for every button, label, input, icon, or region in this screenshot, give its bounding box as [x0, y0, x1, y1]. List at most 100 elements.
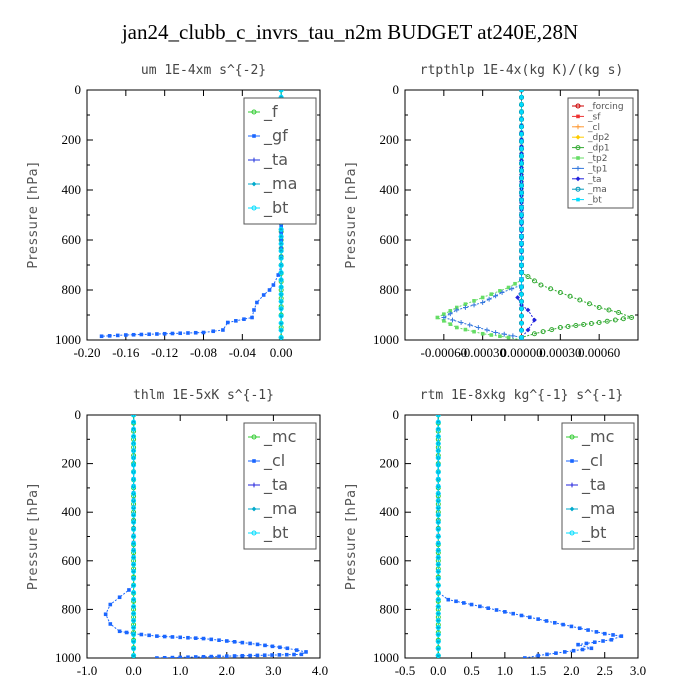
y-tick-label: 200: [62, 132, 82, 147]
data-point-tp1: [475, 325, 481, 330]
data-point-cl: [170, 655, 175, 658]
x-tick-label: 0.5: [463, 663, 479, 678]
legend-marker: [576, 197, 580, 202]
data-point-bt: [435, 519, 441, 525]
data-point-cl: [270, 644, 275, 649]
data-point-dp1: [557, 325, 563, 330]
data-point-bt: [435, 618, 441, 624]
data-point-cl: [292, 652, 296, 657]
data-point-tp2: [506, 285, 511, 290]
data-point-cl: [486, 606, 491, 610]
panel-title: rtm 1E-8xkg kg^{-1} s^{-1}: [420, 388, 624, 403]
data-point-bt: [278, 270, 284, 276]
data-point-tp2: [442, 319, 446, 323]
legend-label: _cl: [587, 123, 600, 133]
data-point-cl: [209, 637, 214, 642]
x-tick-label: -0.16: [112, 345, 140, 360]
figure-title: jan24_clubb_c_invrs_tau_n2m BUDGET at240…: [121, 20, 579, 44]
data-point-bt: [435, 433, 441, 439]
data-point-gf: [225, 320, 230, 325]
data-point-cl: [586, 628, 590, 632]
y-tick-label: 800: [380, 282, 400, 297]
data-point-cl: [609, 637, 614, 642]
x-tick-label: 2.0: [219, 663, 235, 678]
panel-title: rtpthlp 1E-4x(kg K)/(kg s): [420, 63, 624, 78]
data-point-tp2: [472, 299, 476, 303]
data-point-bt: [278, 327, 284, 333]
data-point-bt: [519, 183, 524, 188]
data-point-bt: [519, 270, 524, 275]
data-point-gf: [124, 333, 128, 337]
legend-marker: [576, 114, 580, 119]
data-point-tp2: [448, 322, 453, 326]
legend-label: _dp2: [587, 133, 610, 143]
data-point-tp2: [498, 334, 502, 339]
data-point-dp1: [540, 329, 546, 335]
data-point-tp1: [458, 320, 464, 325]
data-point-cl: [584, 641, 589, 646]
data-point-bt: [435, 604, 441, 610]
data-point-bt: [435, 611, 441, 617]
data-point-cl: [209, 654, 214, 658]
data-point-tp1: [454, 307, 460, 313]
legend-marker: [251, 530, 257, 536]
data-point-tp2: [472, 329, 476, 334]
legend-label: _ma: [263, 499, 297, 519]
data-point-cl: [562, 650, 567, 654]
legend-marker: [575, 176, 581, 182]
legend-label: _tp1: [587, 164, 607, 174]
y-tick-label: 1000: [55, 332, 81, 347]
data-point-tp2: [454, 305, 459, 310]
data-point-cl: [561, 622, 565, 627]
y-tick-label: 0: [393, 407, 400, 422]
legend-label: _mc: [263, 427, 296, 447]
data-point-ma: [519, 277, 524, 283]
x-tick-label: -0.20: [73, 345, 100, 360]
data-point-gf: [147, 332, 151, 337]
data-point-gf: [201, 330, 206, 335]
data-point-cl: [446, 597, 451, 602]
data-point-bt: [131, 491, 137, 497]
y-axis-label: Pressure [hPa]: [344, 483, 359, 590]
data-point-cl: [248, 653, 252, 658]
data-point-bt: [435, 653, 441, 658]
y-tick-label: 600: [62, 553, 82, 568]
data-point-cl: [462, 601, 466, 605]
data-point-cl: [162, 655, 167, 658]
data-point-tp1: [447, 311, 453, 317]
y-tick-label: 1000: [55, 650, 81, 665]
data-point-cl: [619, 634, 624, 638]
data-point-bt: [131, 415, 137, 418]
data-point-dp1: [629, 315, 635, 320]
legend-label: _forcing: [587, 102, 624, 112]
data-point-bt: [519, 102, 524, 107]
data-point-bt: [519, 132, 524, 136]
data-point-ma: [519, 109, 524, 115]
data-point-gf: [211, 329, 216, 334]
data-point-tp2: [498, 289, 502, 293]
data-point-dp1: [604, 318, 610, 324]
data-point-bt: [131, 433, 137, 439]
y-tick-label: 200: [380, 132, 400, 147]
data-point-cl: [569, 624, 574, 629]
data-point-dp1: [596, 305, 602, 310]
data-point-bt: [131, 476, 137, 482]
data-point-cl: [478, 604, 482, 609]
panel-rtm: rtm 1E-8xkg kg^{-1} s^{-1} Pressure [hPa]…: [344, 388, 646, 678]
data-point-bt: [519, 314, 524, 318]
data-point-cl: [139, 632, 144, 637]
data-point-tp1: [486, 296, 492, 302]
data-point-bt: [278, 234, 284, 240]
data-point-cl: [225, 654, 229, 658]
data-point-cl: [193, 655, 198, 658]
data-point-cl: [186, 635, 190, 640]
data-point-bt: [435, 415, 441, 418]
data-point-cl: [178, 635, 182, 640]
data-point-cl: [162, 634, 167, 639]
data-point-gf: [221, 328, 225, 332]
data-point-tp2: [480, 331, 485, 336]
x-tick-label: 3.0: [265, 663, 281, 678]
data-point-cl: [262, 653, 267, 658]
legend-label: _ta: [587, 175, 602, 185]
data-point-tp2: [463, 302, 468, 306]
